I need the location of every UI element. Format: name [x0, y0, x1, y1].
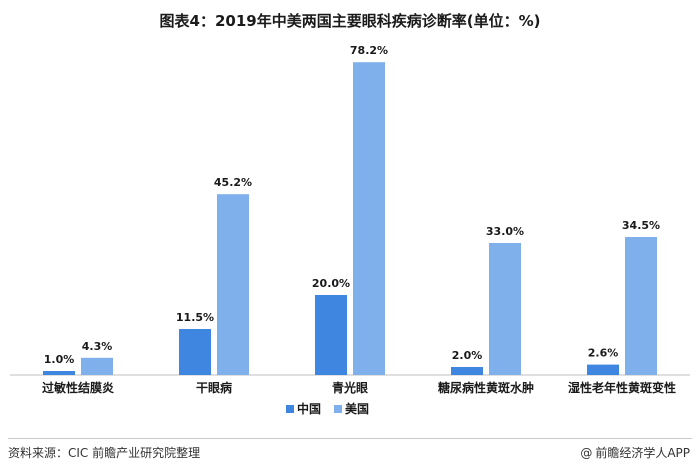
brand-name: 前瞻经济学人APP — [595, 446, 690, 460]
x-tick-label-0: 过敏性结膜炎 — [42, 380, 114, 395]
bar-china-4 — [587, 364, 619, 375]
data-label-usa-2: 78.2% — [350, 44, 388, 57]
source-note: 资料来源：CIC 前瞻产业研究院整理 — [8, 446, 201, 460]
brand-credit: @ 前瞻经济学人APP — [580, 444, 690, 461]
data-label-china-3: 2.0% — [452, 349, 483, 362]
bar-usa-2 — [353, 62, 385, 375]
legend-swatch-china — [286, 405, 294, 413]
bar-usa-0 — [81, 357, 113, 375]
data-label-usa-4: 34.5% — [622, 219, 660, 232]
chart-title: 图表4：2019年中美两国主要眼科疾病诊断率(单位：%) — [159, 12, 541, 30]
bar-china-0 — [43, 371, 75, 375]
bar-usa-4 — [625, 237, 657, 375]
data-label-china-0: 1.0% — [44, 353, 75, 366]
bar-china-3 — [451, 367, 483, 375]
data-label-china-1: 11.5% — [176, 311, 214, 324]
legend-label-usa: 美国 — [345, 401, 369, 416]
data-label-usa-3: 33.0% — [486, 225, 524, 238]
data-label-usa-0: 4.3% — [82, 340, 113, 353]
bar-usa-1 — [217, 194, 249, 375]
at-sign-icon: @ — [580, 446, 593, 460]
data-label-china-4: 2.6% — [588, 347, 619, 360]
data-label-china-2: 20.0% — [312, 277, 350, 290]
footer-divider — [8, 438, 692, 439]
data-label-usa-1: 45.2% — [214, 176, 252, 189]
x-tick-label-4: 湿性老年性黄斑变性 — [568, 380, 676, 395]
x-tick-label-1: 干眼病 — [196, 380, 232, 395]
legend-swatch-usa — [334, 405, 342, 413]
legend-label-china: 中国 — [297, 401, 321, 416]
bar-usa-3 — [489, 243, 521, 375]
x-tick-label-2: 青光眼 — [332, 380, 368, 395]
x-tick-label-3: 糖尿病性黄斑水肿 — [438, 380, 534, 395]
bar-china-1 — [179, 329, 211, 375]
bar-china-2 — [315, 295, 347, 375]
